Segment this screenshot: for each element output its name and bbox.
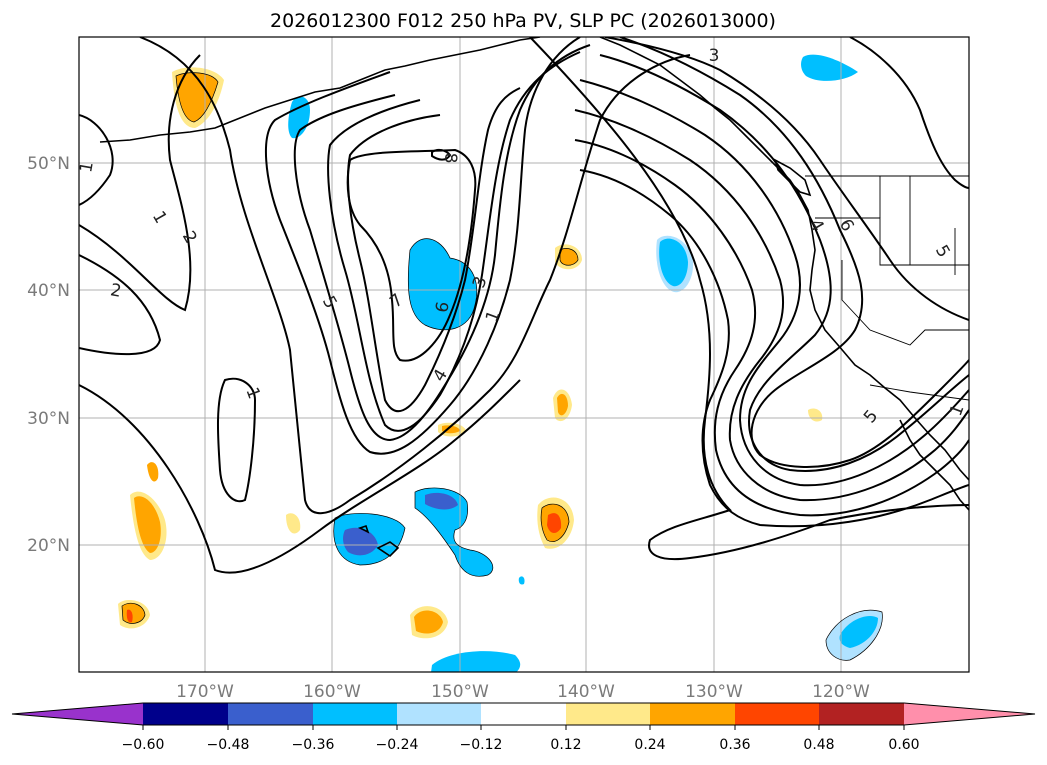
baja-coastline	[899, 419, 969, 511]
slp-contours	[79, 37, 969, 574]
alaska-coastline	[99, 37, 541, 143]
pv-anomaly-blob	[126, 609, 133, 623]
colorbar-swatch	[819, 703, 904, 725]
contour-line	[79, 379, 521, 574]
contour-label: 2	[109, 280, 123, 302]
map-frame	[78, 36, 970, 673]
colorbar-swatch	[143, 703, 228, 725]
colorbar-over-arrow	[904, 703, 1035, 725]
map-area[interactable]: 1 1 1 2 2 5 1 7 6 3 1 4 8 3 4 6 5 5 1	[76, 37, 969, 680]
lat-tick-label: 40°N	[27, 281, 70, 301]
contour-line	[79, 54, 201, 312]
colorbar-swatch	[481, 703, 566, 725]
contour-line	[79, 254, 162, 356]
colorbar-swatch	[566, 703, 650, 725]
contour-line	[619, 37, 969, 468]
contour-line	[217, 377, 257, 503]
pv-anomaly-blob	[801, 54, 858, 81]
lat-tick-label: 30°N	[27, 409, 70, 429]
lat-tick-label: 20°N	[27, 536, 70, 556]
pv-anomaly-blob	[560, 248, 578, 266]
lon-tick-labels: 170°W 160°W 150°W 140°W 130°W 120°W	[176, 682, 870, 702]
pv-positive-anomalies	[118, 67, 823, 639]
pv-anomaly-blob	[147, 462, 159, 482]
pv-anomaly-blob	[286, 513, 301, 534]
contour-line	[265, 37, 581, 455]
colorbar-swatch	[735, 703, 819, 725]
contour-line	[579, 79, 969, 487]
coastlines	[99, 37, 969, 558]
contour-line	[849, 37, 969, 189]
contour-line	[431, 148, 452, 161]
lon-tick-label: 170°W	[176, 682, 234, 702]
contour-line	[139, 37, 691, 515]
colorbar-tick-label: 0.60	[888, 737, 919, 753]
pv-anomaly-blob	[425, 492, 458, 510]
contour-line	[327, 51, 581, 432]
colorbar-tick-label: 0.24	[634, 737, 665, 753]
colorbar-tick-label: −0.24	[376, 737, 419, 753]
pv-anomaly-blob	[176, 72, 218, 122]
contour-line	[293, 44, 591, 442]
hawaii-islands	[357, 524, 400, 558]
lon-tick-label: 150°W	[431, 682, 489, 702]
colorbar-tick-label: 0.12	[550, 737, 581, 753]
lat-tick-label: 50°N	[27, 154, 70, 174]
contour-line	[604, 37, 969, 321]
colorbar-tick-label: 0.36	[719, 737, 750, 753]
contour-label: 8	[440, 153, 460, 164]
contour-label: 6	[432, 300, 454, 314]
lon-tick-label: 160°W	[303, 682, 361, 702]
colorbar-swatch	[650, 703, 735, 725]
colorbar-under-arrow	[12, 703, 143, 725]
pv-anomaly-blob	[343, 527, 378, 556]
figure-title: 2026012300 F012 250 hPa PV, SLP PC (2026…	[270, 10, 776, 32]
colorbar: −0.60 −0.48 −0.36 −0.24 −0.12 0.12 0.24 …	[11, 702, 1036, 753]
contour-line	[599, 54, 969, 472]
pv-anomaly-blob	[414, 610, 443, 634]
colorbar-ticks	[142, 725, 905, 730]
pv-anomaly-blob	[659, 238, 688, 287]
pv-anomaly-blob	[839, 615, 878, 648]
contour-line	[529, 37, 969, 560]
lon-tick-label: 120°W	[812, 682, 870, 702]
political-borders	[805, 175, 969, 401]
pv-anomaly-blob	[415, 487, 493, 577]
contour-line	[346, 148, 477, 362]
contour-line	[574, 109, 969, 502]
colorbar-tick-label: −0.60	[122, 737, 165, 753]
colorbar-tick-label: −0.48	[207, 737, 250, 753]
pv-anomaly-blob	[518, 576, 525, 585]
colorbar-swatch	[397, 703, 481, 725]
vancouver-island	[773, 158, 812, 197]
colorbar-tick-label: −0.12	[460, 737, 503, 753]
contour-label: 1	[76, 160, 98, 174]
colorbar-swatch	[228, 703, 313, 725]
lat-tick-labels: 50°N 40°N 30°N 20°N	[27, 154, 70, 556]
contour-label: 3	[709, 46, 720, 66]
alaska-panhandle-coastline	[599, 37, 969, 481]
colorbar-swatch	[313, 703, 397, 725]
pv-outlines	[121, 72, 883, 661]
contour-line	[574, 139, 969, 517]
lon-tick-label: 140°W	[557, 682, 615, 702]
pv-anomaly-blob	[557, 393, 568, 416]
pv-anomaly-blob	[134, 496, 161, 553]
colorbar-tick-label: 0.48	[803, 737, 834, 753]
pv-anomaly-blob	[547, 513, 562, 534]
contour-line	[79, 114, 114, 206]
lon-tick-label: 130°W	[685, 682, 743, 702]
pv-anomaly-blob	[431, 651, 521, 672]
colorbar-tick-label: −0.36	[292, 737, 335, 753]
